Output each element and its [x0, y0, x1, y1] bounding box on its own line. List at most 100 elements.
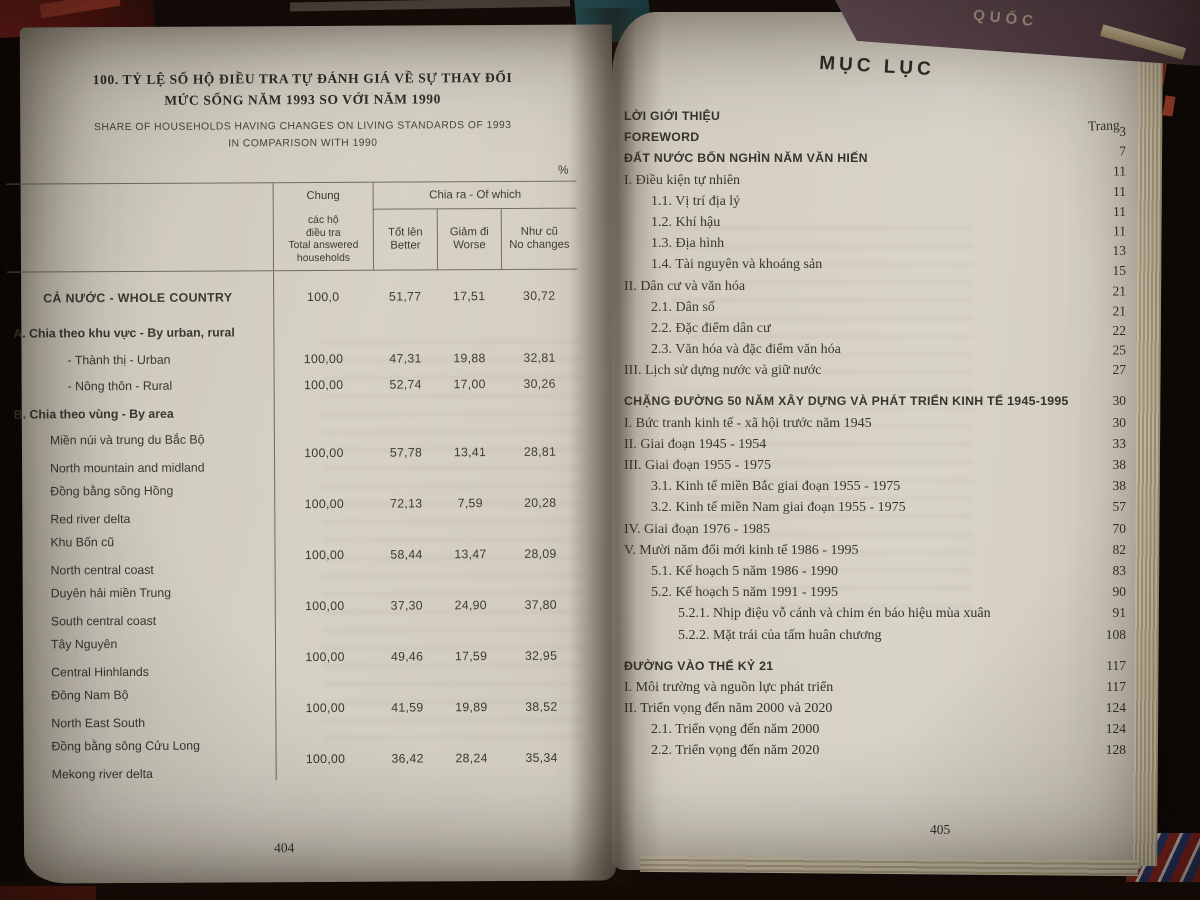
toc-entry-page: 38: [1112, 478, 1127, 494]
table-row: Duyên hải miền Trung South central coast 1…: [9, 579, 579, 633]
table-title-en-line1: SHARE OF HOUSEHOLDS HAVING CHANGES ON LI…: [94, 119, 512, 134]
table-row: - Nông thôn - Rural 100,00 52,74 17,00 30,26: [8, 371, 578, 400]
cell-value: 47,31: [389, 351, 422, 366]
row-label-en: North mountain and midland: [50, 460, 205, 475]
toc-entry-label: 5.2. Kế hoạch 5 năm 1991 - 1995: [651, 585, 839, 601]
toc-entry: 2.1. Dân số 21: [624, 299, 1126, 320]
cell-value: 100,00: [303, 377, 344, 393]
toc-entry-label: I. Bức tranh kinh tế - xã hội trước năm …: [624, 415, 872, 431]
header-text: điều tra: [305, 227, 341, 239]
toc-entry-label: 1.4. Tài nguyên và khoáng sản: [651, 257, 823, 273]
cell-value: 100,00: [304, 547, 345, 562]
toc-entry-page: 25: [1112, 342, 1127, 358]
row-label-en: Mekong river delta: [51, 766, 153, 781]
toc-entry-label: 2.2. Đặc điểm dân cư: [651, 320, 771, 336]
row-label: Duyên hải miền Trung South central coast: [9, 585, 275, 628]
row-label-vi: Miền núi và trung du Bắc Bộ: [49, 432, 205, 447]
toc-entry: 5.1. Kế hoạch 5 năm 1986 - 1990 83: [624, 563, 1126, 584]
toc-entry: 3.2. Kinh tế miền Nam giai đoạn 1955 - 1…: [624, 499, 1126, 520]
book-bottom-pages-edge: [639, 855, 1139, 877]
header-text: các hộ: [307, 214, 339, 227]
purple-book-title-text: QUỐC: [972, 6, 1039, 31]
cell-value: 38,52: [525, 699, 558, 714]
toc-entry: 2.1. Triển vọng đến năm 2000 124: [624, 721, 1126, 742]
header-text: Như cũ: [520, 225, 558, 238]
table-title-en-line2: IN COMPARISON WITH 1990: [228, 137, 378, 150]
cell-value: 17,51: [452, 288, 486, 303]
cell-value: 100,00: [304, 445, 344, 460]
cell-value: 72,13: [390, 495, 423, 511]
toc-entry-page: 128: [1105, 742, 1126, 758]
table-header-better: Tốt lên Better: [372, 209, 438, 270]
toc-entry-label: 1.1. Vị trí địa lý: [651, 193, 741, 209]
toc-entry: III. Giai đoạn 1955 - 1975 38: [624, 457, 1126, 478]
right-page-number: 405: [930, 822, 951, 837]
row-label-vi: Tây Nguyên: [50, 636, 118, 651]
cell-value: 51,77: [388, 288, 422, 304]
toc-entry-page: 7: [1119, 143, 1126, 159]
toc-list: LỜI GIỚI THIỆU 3 FOREWORD 7 ĐẤT NƯỚC BỐN NGH…: [624, 108, 1126, 764]
row-label: - Thành thị - Urban: [67, 352, 171, 368]
toc-entry-page: 70: [1112, 520, 1127, 536]
toc-entry-label: 3.1. Kinh tế miền Bắc giai đoạn 1955 - 1…: [651, 479, 901, 495]
toc-entry-label: III. Giai đoạn 1955 - 1975: [624, 458, 771, 473]
toc-entry: IV. Giai đoạn 1976 - 1985 70: [624, 521, 1126, 542]
toc-entry: 1.2. Khí hậu 11: [624, 214, 1126, 239]
toc-entry-page: 3: [1119, 124, 1126, 139]
toc-entry-label: II. Triển vọng đến năm 2000 và 2020: [624, 701, 833, 717]
cell-value: 32,81: [523, 350, 556, 365]
header-text: Worse: [453, 239, 486, 252]
table-row: Khu Bốn cũ North central coast 100,00 58,44…: [8, 528, 578, 582]
table-row: - Thành thị - Urban 100,00 47,31 19,88 32,81: [7, 345, 577, 374]
toc-entry-page: 90: [1112, 584, 1127, 600]
cell-value: 32,95: [524, 648, 558, 663]
toc-entry: LỜI GIỚI THIỆU 3: [624, 108, 1126, 139]
row-label-en: North central coast: [50, 562, 154, 577]
cell-value: 17,00: [453, 377, 486, 392]
row-label: Đồng bằng sông Cửu Long Mekong river delt…: [9, 738, 275, 781]
cell-value: 7,59: [457, 495, 483, 510]
toc-entry-page: 13: [1112, 243, 1127, 259]
toc-entry-label: II. Dân cư và văn hóa: [624, 278, 746, 294]
toc-entry-label: V. Mười năm đổi mới kinh tế 1986 - 1995: [624, 542, 859, 558]
row-label-en: South central coast: [50, 613, 157, 628]
toc-entry-page: 124: [1105, 700, 1126, 716]
cell-value: 35,34: [525, 750, 558, 765]
cell-value: 100,0: [306, 289, 340, 304]
toc-entry: ĐẤT NƯỚC BỐN NGHÌN NĂM VĂN HIẾN 11: [624, 150, 1126, 178]
toc-entry-page: 83: [1112, 562, 1127, 578]
toc-entry-page: 30: [1112, 393, 1127, 409]
toc-entry-label: 1.2. Khí hậu: [651, 214, 721, 230]
toc-entry-page: 11: [1113, 203, 1126, 219]
row-label: Khu Bốn cũ North central coast: [8, 534, 274, 577]
row-label-vi: Đồng bằng sông Hồng: [50, 483, 174, 498]
table-title-vi-line2: MỨC SỐNG NĂM 1993 SO VỚI NĂM 1990: [164, 91, 442, 108]
toc-entry: II. Giai đoạn 1945 - 1954 33: [624, 436, 1126, 457]
toc-entry: 2.2. Đặc điểm dân cư 22: [624, 320, 1126, 341]
toc-entry: FOREWORD 7: [624, 129, 1126, 159]
table-row: CẢ NƯỚC - WHOLE COUNTRY 100,0 51,77 17,51 30…: [7, 282, 577, 312]
toc-entry: 2.3. Văn hóa và đặc điểm văn hóa 25: [624, 341, 1126, 362]
cell-value: 30,26: [523, 376, 556, 391]
cell-value: 100,00: [305, 649, 345, 664]
table-title-vi-line1: 100. TỶ LỆ SỐ HỘ ĐIỀU TRA TỰ ĐÁNH GIÁ VỀ…: [92, 69, 513, 88]
toc-entry-label: III. Lịch sử dựng nước và giữ nước: [624, 363, 822, 379]
toc-entry-page: 11: [1113, 183, 1126, 199]
table-row: Đồng bằng sông Cửu Long Mekong river delt…: [9, 732, 579, 786]
cell-value: 13,47: [454, 546, 487, 561]
row-label: - Nông thôn - Rural: [67, 378, 173, 394]
table-header-total-lines: các hộ điều tra Total answered household…: [272, 209, 374, 271]
header-text: No changes: [509, 238, 570, 251]
toc-entry: 5.2.2. Mặt trái của tấm huân chương 108: [624, 627, 1126, 648]
toc-entry-label: 5.2.1. Nhịp điệu vỗ cánh và chim én báo …: [678, 606, 991, 622]
toc-entry: 5.2. Kế hoạch 5 năm 1991 - 1995 90: [624, 584, 1126, 605]
cell-value: 28,09: [524, 546, 557, 561]
toc-entry: 5.2.1. Nhịp điệu vỗ cánh và chim én báo …: [624, 605, 1126, 626]
table-header: Chung Chia ra - Of which các hộ điều tra…: [6, 180, 578, 273]
toc-entry-page: 124: [1105, 721, 1126, 737]
header-text: Better: [390, 239, 421, 252]
toc-entry: I. Môi trường và nguồn lực phát triển 117: [624, 679, 1126, 700]
left-page: 100. TỶ LỆ SỐ HỘ ĐIỀU TRA TỰ ĐÁNH GIÁ VỀ…: [6, 24, 617, 884]
background-gray-book-edge: [289, 0, 571, 12]
